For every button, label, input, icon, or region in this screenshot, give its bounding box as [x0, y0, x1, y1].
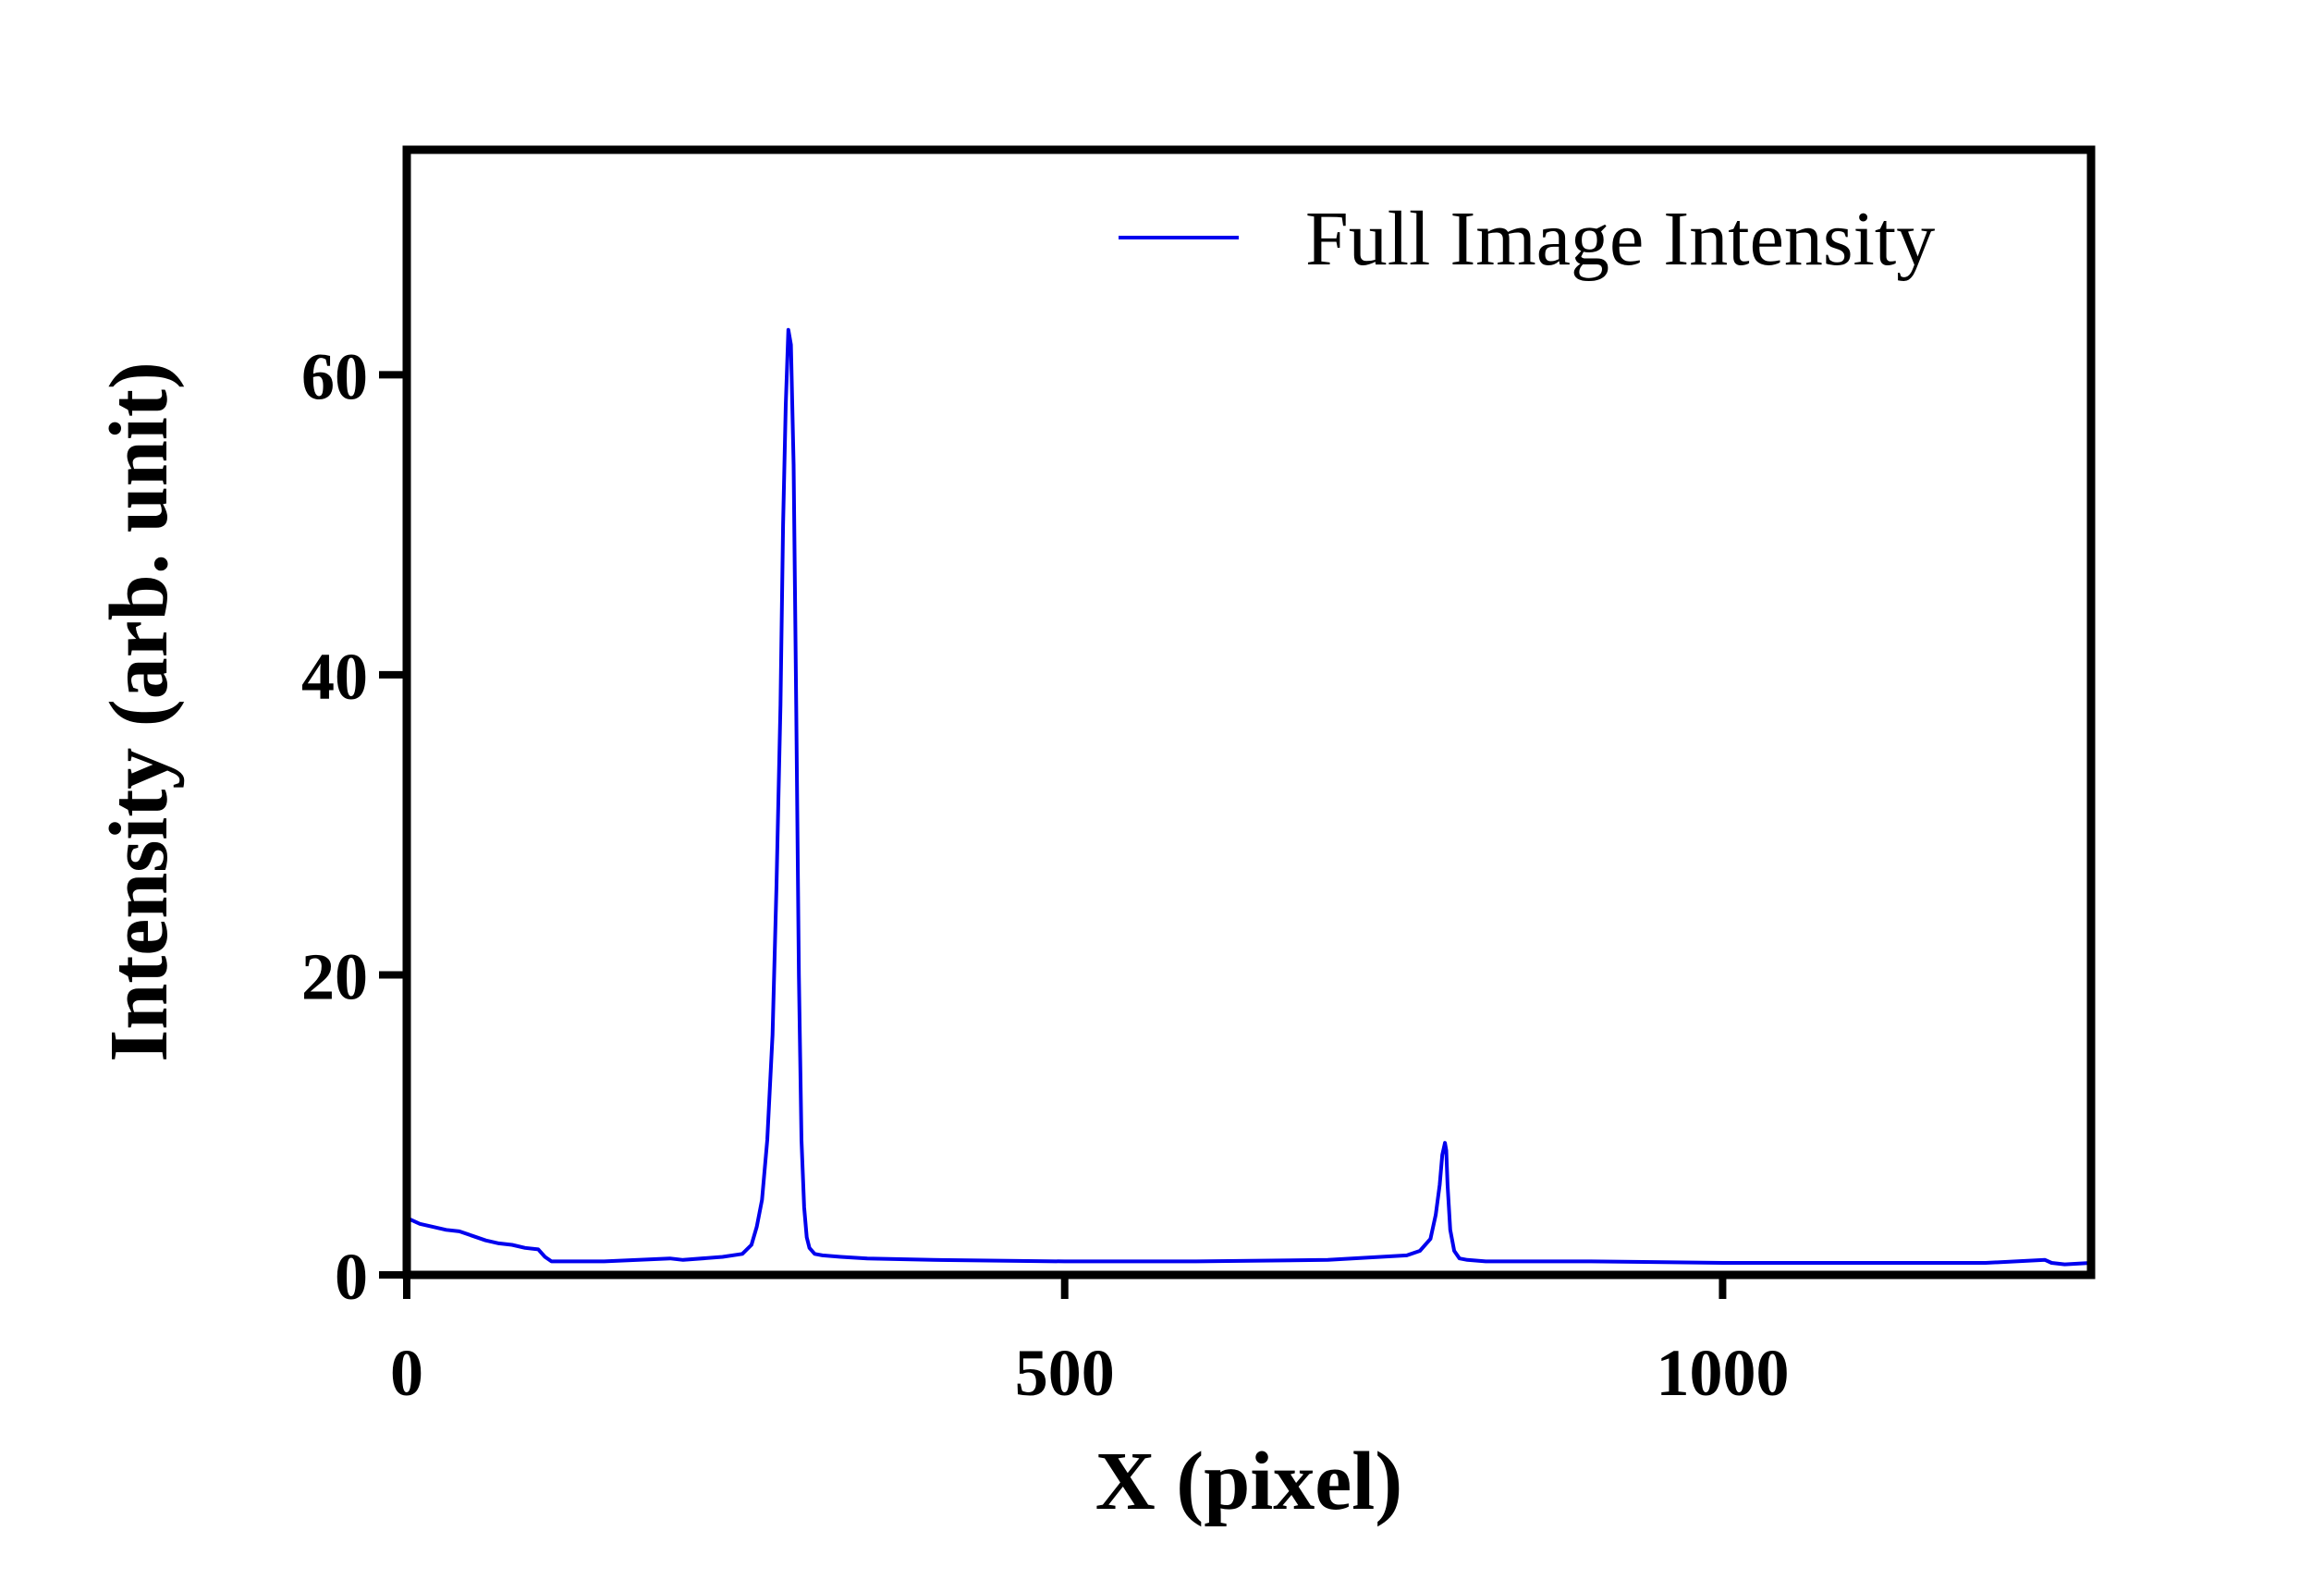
y-tick-label: 0 — [335, 1240, 368, 1314]
x-axis-title: X (pixel) — [1095, 1436, 1402, 1527]
plot-area-frame — [402, 145, 2096, 1280]
y-axis-title: Intensity (arb. unit) — [93, 361, 185, 1062]
y-tick-label: 40 — [301, 640, 368, 714]
legend-label: Full Image Intensity — [1305, 196, 1935, 282]
x-tick-label: 0 — [390, 1336, 423, 1410]
series-layer — [406, 327, 2092, 1267]
x-axis-ticks: 0 500 1000 — [390, 1275, 1789, 1410]
y-axis-ticks: 0 20 40 60 — [301, 339, 407, 1314]
y-tick-label: 60 — [301, 339, 368, 413]
y-tick-label: 20 — [301, 939, 368, 1013]
x-tick-label: 1000 — [1656, 1336, 1789, 1410]
x-tick-label: 500 — [1015, 1336, 1115, 1410]
legend: Full Image Intensity — [1119, 196, 1935, 282]
series-line-0 — [406, 327, 2092, 1267]
